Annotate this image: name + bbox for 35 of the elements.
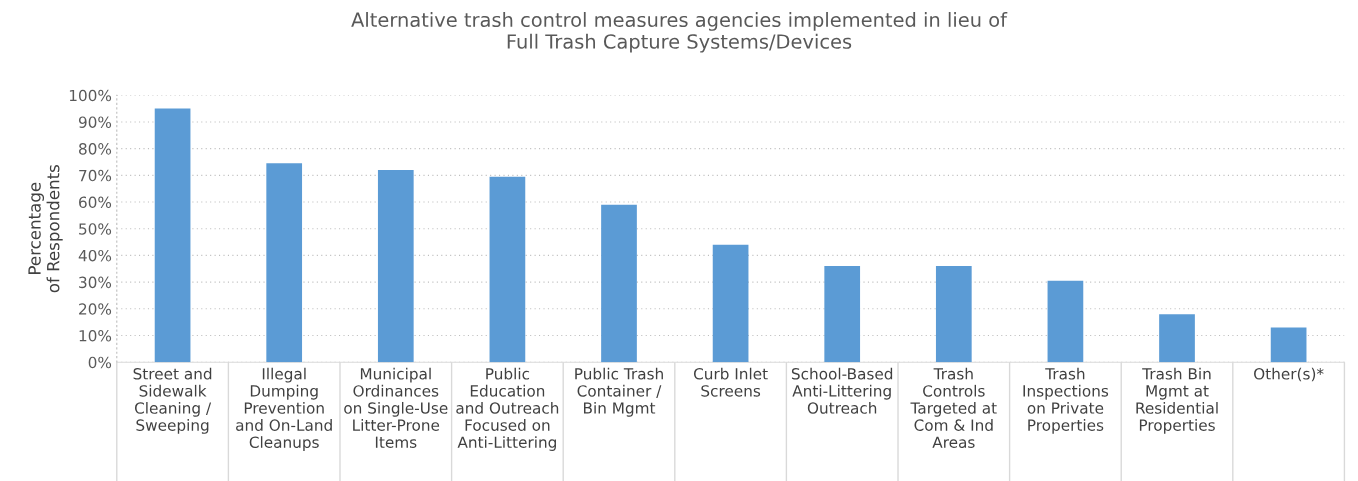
x-tick-label: Municipal Ordinances on Single-Use Litter-Prone Items xyxy=(344,367,448,449)
y-tick-label: 50% xyxy=(79,223,112,235)
y-tick-label: 40% xyxy=(78,249,112,262)
y-tick-label: 100% xyxy=(69,89,112,102)
x-tick-label: Other(s)* xyxy=(1254,367,1324,382)
y-tick-label: 20% xyxy=(79,303,112,315)
y-tick-label: 60% xyxy=(79,196,112,209)
y-axis-title: Percentage of Respondents xyxy=(28,164,63,293)
bar xyxy=(935,266,972,363)
bar xyxy=(266,163,303,363)
x-tick-label: Trash Bin Mgmt at Residential Properties xyxy=(1136,367,1218,434)
bar xyxy=(824,266,861,363)
x-tick-label: Public Education and Outreach Focused on Anti-Littering xyxy=(456,367,559,451)
bar xyxy=(601,204,637,363)
bar xyxy=(489,176,526,363)
bar xyxy=(154,108,191,363)
y-tick-label: 0% xyxy=(88,356,112,369)
bar xyxy=(1159,314,1195,363)
bar xyxy=(377,169,414,363)
x-tick-label: Illegal Dumping Prevention and On-Land Cleanups xyxy=(236,367,332,451)
y-tick-label: 80% xyxy=(79,143,112,155)
x-tick-label: Curb Inlet Screens xyxy=(693,367,768,397)
chart-title: Alternative trash control measures agencies implemented in lieu of Full Trash Capture Systems/Devices xyxy=(351,12,1008,53)
x-tick-label: Street and Sidewalk Cleaning / Sweeping xyxy=(133,367,212,434)
bar xyxy=(1047,280,1084,363)
y-tick-label: 30% xyxy=(79,276,112,289)
x-tick-label: Trash Inspections on Private Properties xyxy=(1023,367,1109,434)
y-tick-label: 10% xyxy=(79,329,112,342)
y-tick-label: 90% xyxy=(78,116,112,128)
bar xyxy=(712,244,749,363)
bar xyxy=(1270,327,1307,363)
x-tick-label: Trash Controls Targeted at Com & Ind Areas xyxy=(910,367,997,449)
x-tick-label: School-Based Anti-Littering Outreach xyxy=(791,367,893,414)
x-tick-label: Public Trash Container / Bin Mgmt xyxy=(575,367,663,417)
y-tick-label: 70% xyxy=(79,169,112,182)
